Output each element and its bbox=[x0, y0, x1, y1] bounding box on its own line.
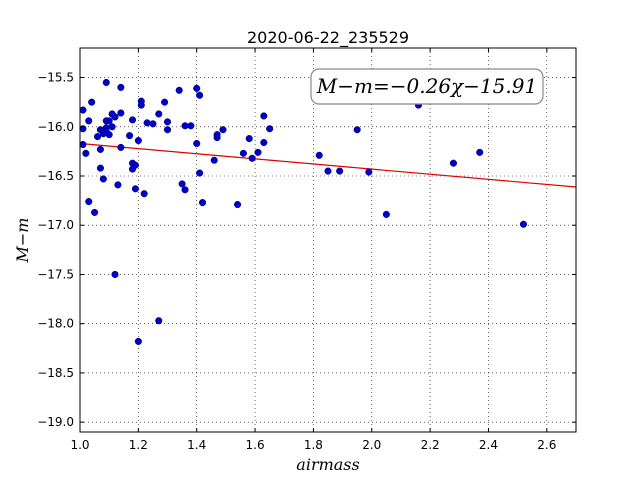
data-point bbox=[161, 98, 169, 106]
data-point bbox=[105, 131, 113, 139]
data-point bbox=[143, 119, 151, 127]
data-point bbox=[198, 199, 207, 207]
annotation-frame bbox=[310, 68, 544, 105]
data-point bbox=[102, 78, 110, 87]
data-point bbox=[175, 86, 183, 94]
y-tick-label: −18.5 bbox=[37, 366, 74, 380]
data-point bbox=[131, 161, 139, 169]
data-point bbox=[365, 168, 373, 176]
data-point bbox=[85, 117, 93, 125]
x-tick-label: 1.6 bbox=[246, 438, 265, 452]
annotation-box: M−m=−0.26χ−15.91 bbox=[310, 68, 544, 105]
y-tick-label: −19.0 bbox=[37, 415, 74, 429]
data-point bbox=[449, 159, 458, 167]
data-point bbox=[213, 134, 221, 142]
annotation-text: M−m=−0.26χ−15.91 bbox=[316, 74, 537, 98]
data-point bbox=[79, 106, 87, 114]
data-point bbox=[88, 98, 96, 106]
x-tick-label: 1.0 bbox=[70, 438, 89, 452]
data-point bbox=[193, 139, 201, 148]
y-tick-label: −16.0 bbox=[37, 120, 74, 134]
data-point bbox=[254, 148, 262, 156]
x-tick-label: 1.2 bbox=[129, 438, 148, 452]
data-point bbox=[126, 132, 134, 140]
data-point bbox=[131, 185, 139, 193]
data-point bbox=[96, 145, 104, 153]
data-point bbox=[99, 175, 107, 183]
y-axis-label: M−m bbox=[13, 218, 32, 264]
data-point bbox=[108, 123, 116, 131]
data-point bbox=[114, 181, 122, 189]
axis-ticks: 1.0 1.2 1.4 1.6 1.8 2.0 2.2 2.4 2.6 −15.5 −16.0 −16… bbox=[37, 48, 576, 452]
data-point bbox=[196, 91, 204, 99]
data-point bbox=[134, 137, 142, 145]
y-tick-label: −18.0 bbox=[37, 317, 74, 331]
data-point bbox=[181, 186, 189, 194]
data-point bbox=[117, 143, 125, 151]
data-point bbox=[196, 169, 204, 177]
data-point bbox=[336, 167, 344, 175]
x-tick-label: 1.4 bbox=[187, 438, 206, 452]
grid bbox=[79, 48, 576, 432]
data-point bbox=[234, 201, 242, 209]
data-point bbox=[85, 198, 93, 206]
data-point bbox=[155, 110, 163, 118]
data-point bbox=[163, 126, 172, 134]
data-point bbox=[219, 126, 227, 134]
y-tick-label: −16.5 bbox=[37, 169, 74, 183]
data-point bbox=[193, 84, 201, 92]
y-tick-label: −17.0 bbox=[37, 218, 74, 232]
data-point bbox=[260, 112, 268, 120]
data-point bbox=[91, 208, 99, 216]
fit-line bbox=[85, 143, 577, 188]
x-tick-label: 2.6 bbox=[537, 438, 556, 452]
data-point bbox=[187, 122, 195, 130]
data-point bbox=[210, 156, 218, 164]
data-point bbox=[111, 270, 119, 279]
data-point bbox=[315, 151, 323, 159]
x-axis-label: airmass bbox=[296, 455, 359, 474]
data-point bbox=[96, 164, 104, 172]
data-point bbox=[382, 210, 390, 218]
data-point bbox=[155, 317, 163, 325]
data-point bbox=[105, 117, 113, 125]
data-point bbox=[134, 337, 142, 345]
data-point bbox=[178, 180, 186, 188]
fit-line-group bbox=[85, 143, 577, 188]
data-point bbox=[239, 149, 247, 157]
y-tick-label: −15.5 bbox=[37, 71, 74, 85]
data-point bbox=[149, 120, 157, 128]
data-point bbox=[79, 140, 87, 149]
data-point bbox=[353, 126, 361, 134]
data-point bbox=[93, 133, 102, 141]
data-point bbox=[163, 118, 172, 126]
data-point bbox=[248, 154, 256, 162]
chart-title: 2020-06-22_235529 bbox=[247, 28, 409, 48]
data-point bbox=[140, 190, 148, 198]
data-point bbox=[82, 149, 90, 157]
data-point bbox=[245, 135, 253, 143]
data-point bbox=[260, 138, 268, 147]
data-point bbox=[476, 148, 484, 156]
data-point bbox=[137, 101, 145, 109]
data-point bbox=[266, 125, 274, 133]
x-tick-label: 2.2 bbox=[421, 438, 440, 452]
data-point bbox=[117, 83, 125, 91]
data-point bbox=[324, 167, 332, 175]
x-tick-label: 1.8 bbox=[304, 438, 323, 452]
data-point bbox=[117, 109, 125, 117]
x-tick-label: 2.4 bbox=[479, 438, 498, 452]
scatter-points bbox=[79, 78, 528, 345]
data-point bbox=[519, 220, 528, 228]
data-point bbox=[111, 113, 119, 121]
x-tick-label: 2.0 bbox=[362, 438, 381, 452]
plot-frame bbox=[79, 47, 577, 433]
data-point bbox=[128, 116, 137, 124]
y-tick-label: −17.5 bbox=[37, 267, 74, 281]
